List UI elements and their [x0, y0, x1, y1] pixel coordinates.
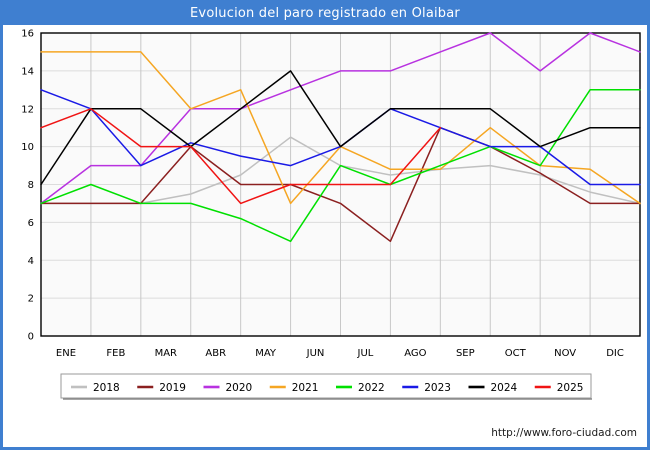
x-axis-tick-label: ABR	[205, 348, 226, 359]
legend-label-2022: 2022	[358, 382, 385, 394]
y-axis-tick-label: 2	[28, 294, 34, 305]
y-axis-tick-label: 8	[28, 180, 34, 191]
legend-label-2018: 2018	[93, 382, 120, 394]
legend-label-2021: 2021	[292, 382, 319, 394]
window-title-bar: Evolucion del paro registrado en Olaibar	[3, 3, 647, 25]
legend-label-2024: 2024	[491, 382, 518, 394]
y-axis-tick-label: 14	[21, 66, 34, 77]
chart-canvas: 0 2 4 6 8 10 12 14 16 ENE FEB MAR ABR MAY JUN JUL AGO SEP…	[3, 25, 647, 447]
legend-label-2020: 2020	[226, 382, 253, 394]
y-axis-tick-label: 6	[28, 218, 34, 229]
y-axis-tick-label: 16	[21, 29, 34, 40]
series-line-2025	[40, 108, 442, 205]
x-axis-tick-label: MAY	[255, 348, 277, 359]
y-axis-tick-label: 0	[28, 332, 34, 343]
x-axis-tick-label: DIC	[606, 348, 624, 359]
x-axis-tick-label: JUL	[357, 348, 374, 359]
y-axis-tick-label: 4	[28, 256, 34, 267]
series-line-2022	[40, 89, 641, 243]
x-axis-tick-label: OCT	[505, 348, 527, 359]
legend-label-2023: 2023	[424, 382, 451, 394]
x-axis-tick-label: AGO	[404, 348, 426, 359]
legend-label-2025: 2025	[557, 382, 584, 394]
x-axis-tick-label: ENE	[56, 348, 76, 359]
y-axis-tick-label: 12	[21, 104, 34, 115]
chart-legend: 2018 2019 2020 2021 2022 2023 2024 2025	[60, 373, 592, 400]
line-chart: 0 2 4 6 8 10 12 14 16 ENE FEB MAR ABR MAY JUN JUL AGO SEP…	[21, 29, 641, 400]
x-axis-tick-label: MAR	[155, 348, 177, 359]
page-title: Evolucion del paro registrado en Olaibar	[190, 6, 460, 21]
source-url: http://www.foro-ciudad.com	[491, 427, 637, 439]
x-axis-tick-label: SEP	[456, 348, 475, 359]
x-axis-tick-label: FEB	[106, 348, 125, 359]
y-axis-tick-label: 10	[21, 142, 34, 153]
series-line-2024	[40, 70, 641, 186]
x-axis-tick-label: NOV	[554, 348, 576, 359]
x-axis-tick-label: JUN	[306, 348, 325, 359]
legend-label-2019: 2019	[159, 382, 186, 394]
